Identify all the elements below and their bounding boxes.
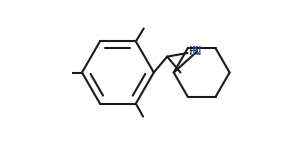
Text: H: H — [188, 45, 198, 58]
Text: N: N — [192, 45, 201, 58]
